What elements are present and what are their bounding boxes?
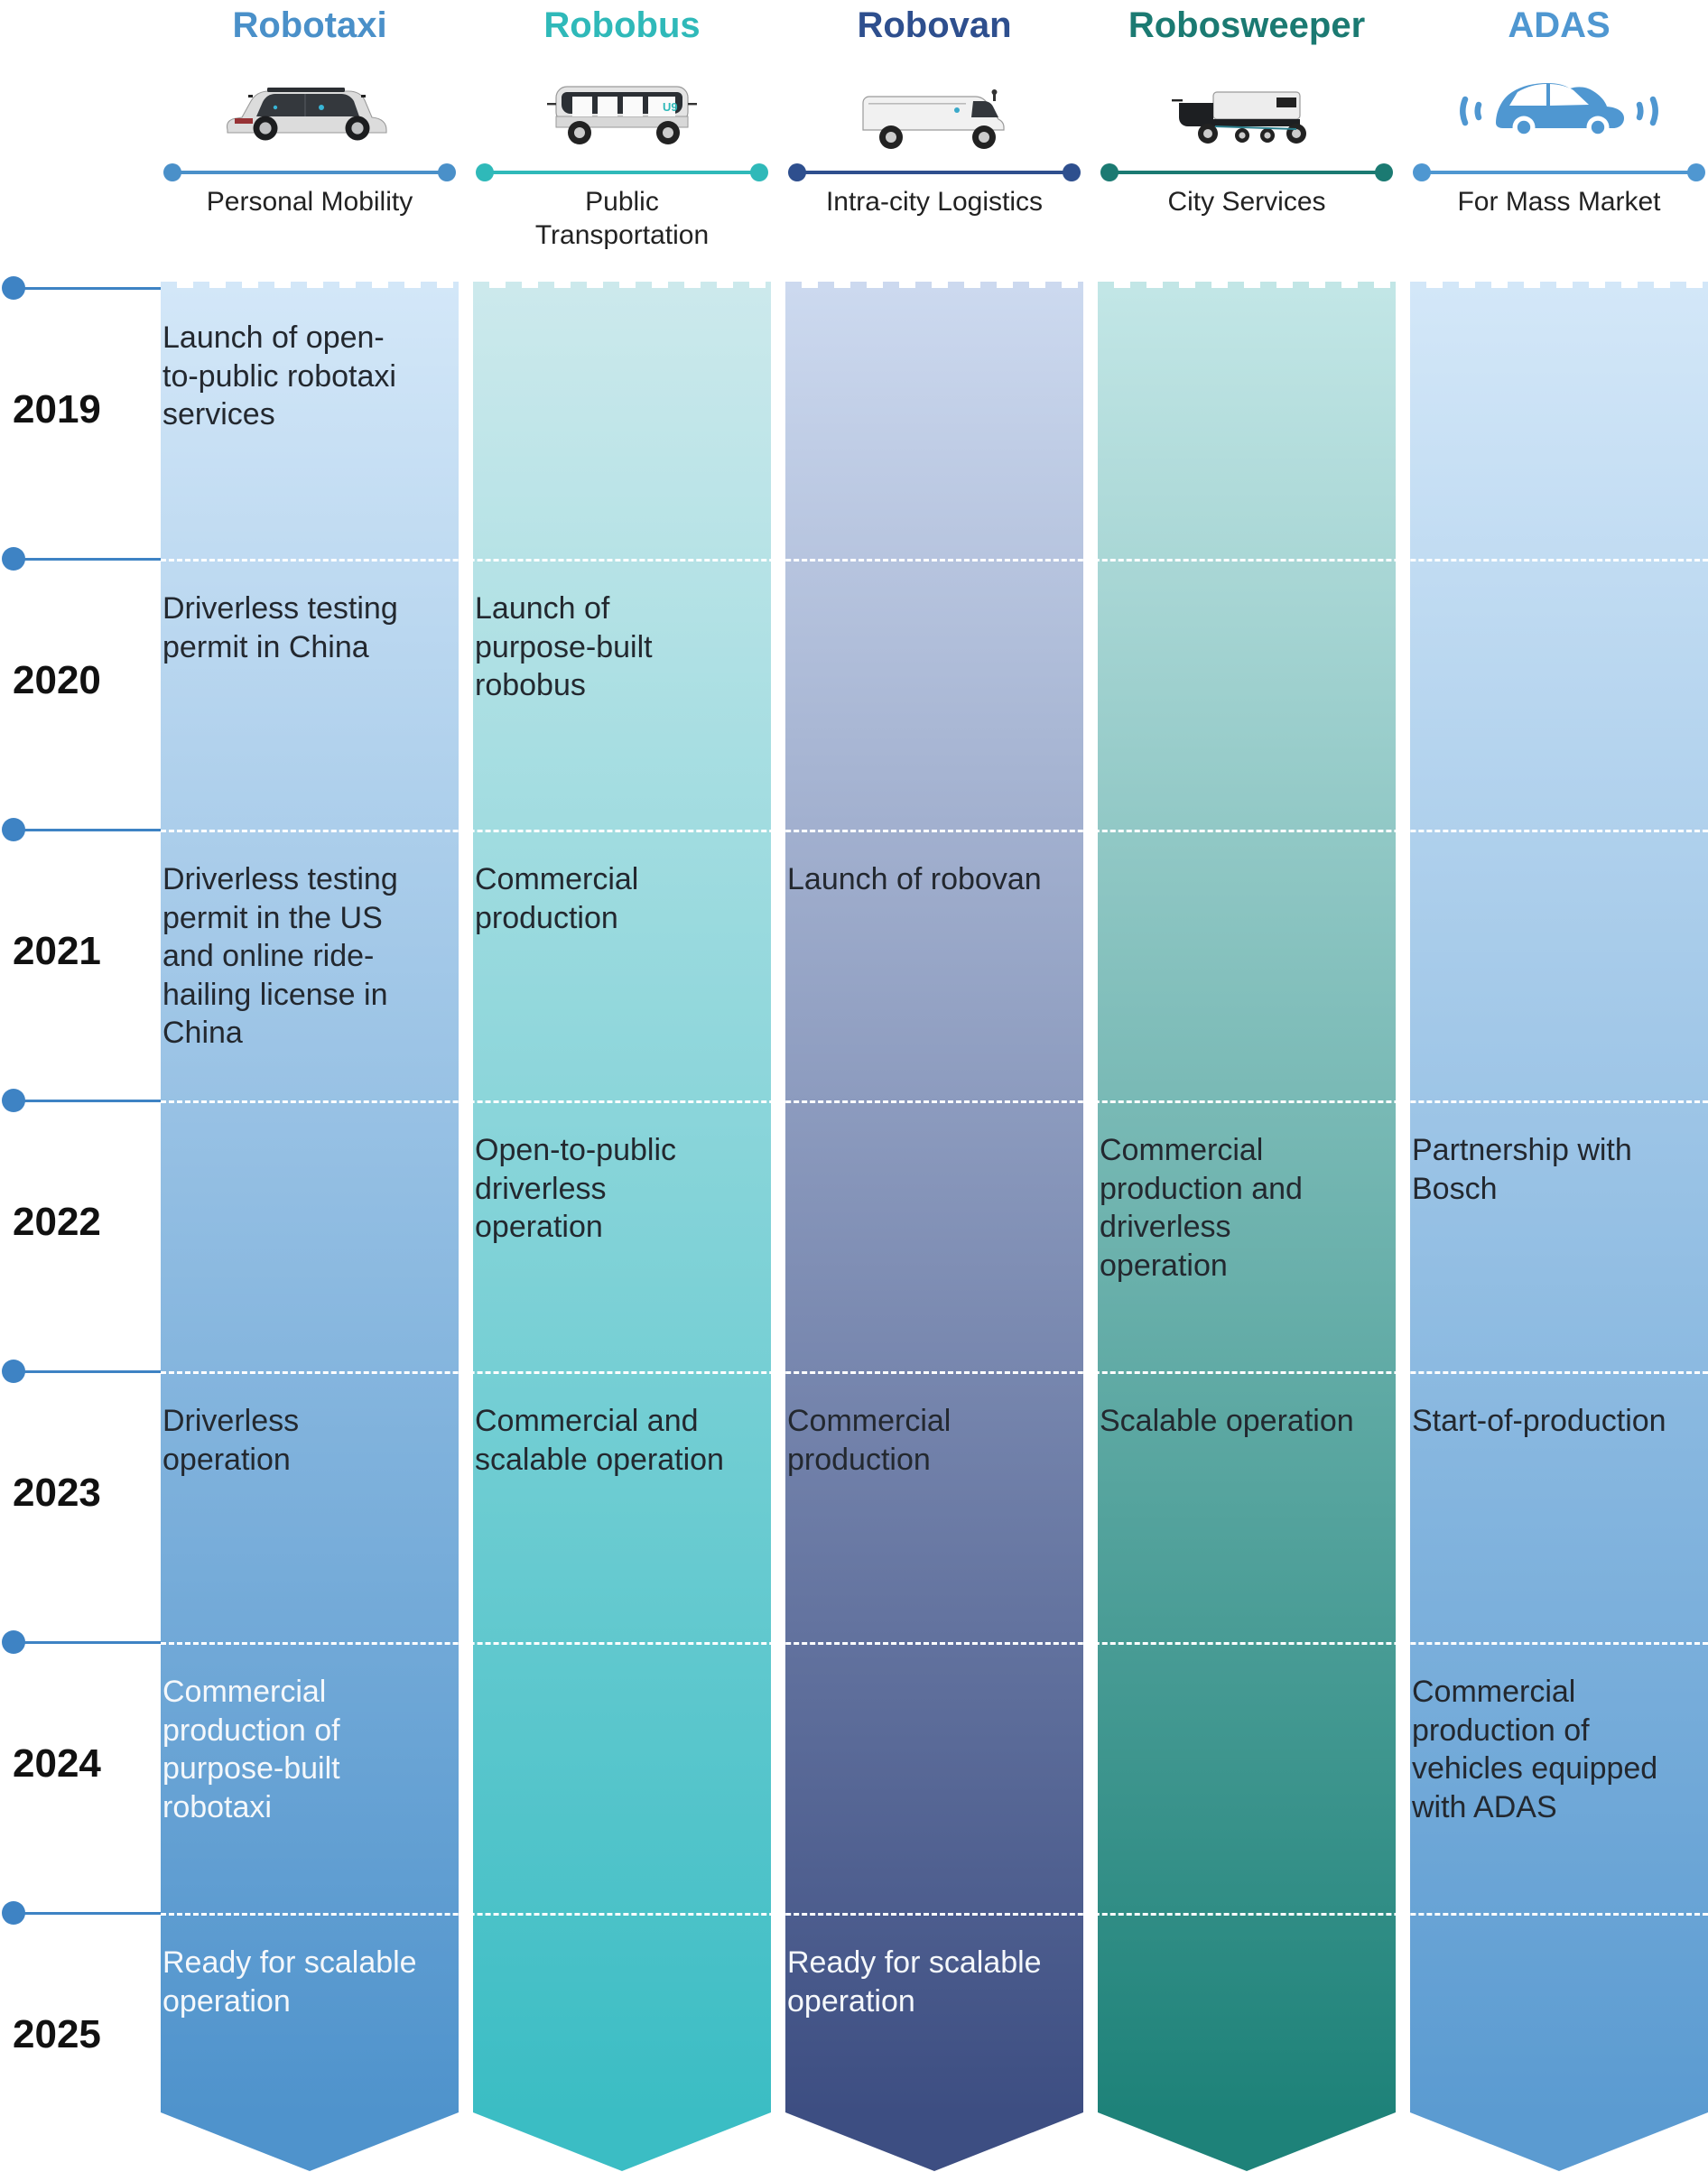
- svg-text:U9: U9: [663, 100, 678, 114]
